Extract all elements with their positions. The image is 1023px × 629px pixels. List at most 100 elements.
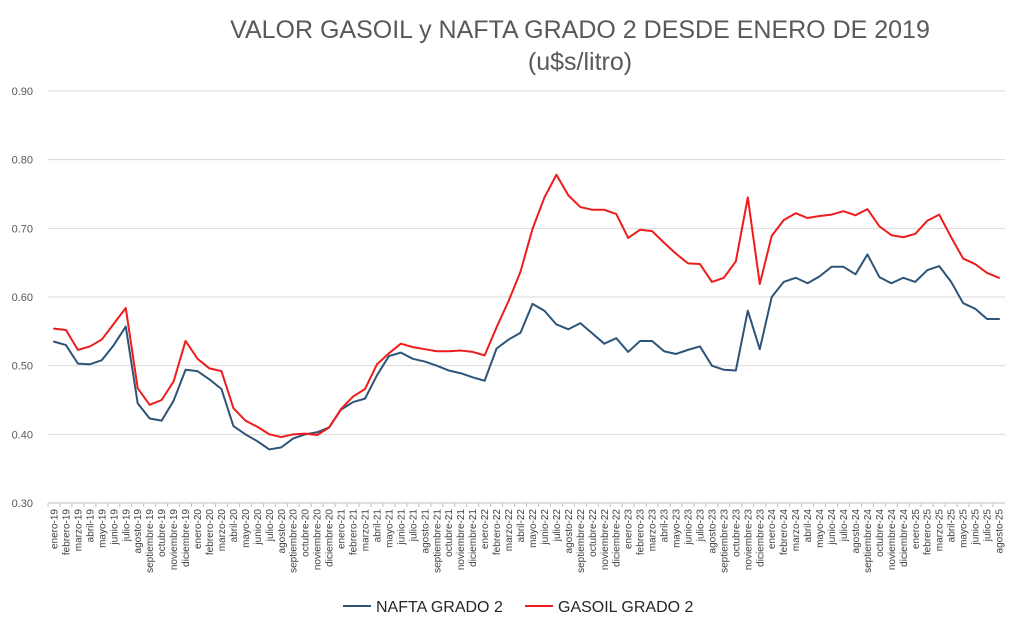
x-tick-label: marzo-23 (648, 509, 659, 552)
data-point (496, 348, 498, 350)
x-tick-label: abril-23 (660, 509, 671, 543)
x-tick-label: agosto-21 (420, 509, 431, 554)
data-point (807, 282, 809, 284)
data-point (412, 346, 414, 348)
x-tick-label: mayo-19 (97, 509, 108, 548)
x-tick-label: marzo-22 (504, 509, 515, 552)
x-tick-label: julio-24 (839, 509, 850, 543)
data-point (208, 378, 210, 380)
data-point (723, 369, 725, 371)
data-point (771, 235, 773, 237)
data-point (579, 322, 581, 324)
legend-label: NAFTA GRADO 2 (376, 599, 503, 616)
data-point (125, 307, 127, 309)
x-tick-label: julio-25 (983, 509, 994, 543)
data-point (400, 343, 402, 345)
data-point (436, 350, 438, 352)
data-point (687, 262, 689, 264)
data-point (304, 433, 306, 435)
data-point (735, 369, 737, 371)
y-tick-label: 0.90 (12, 86, 33, 98)
y-tick-label: 0.60 (12, 292, 33, 304)
x-tick-label: mayo-20 (241, 509, 252, 548)
data-point (651, 340, 653, 342)
data-point (771, 296, 773, 298)
data-point (759, 348, 761, 350)
data-point (376, 374, 378, 376)
data-point (316, 431, 318, 433)
data-point (268, 433, 270, 435)
data-point (77, 349, 79, 351)
x-tick-label: octubre-20 (301, 509, 312, 557)
x-axis-ticks: enero-19 febrero-19 marzo-19 abril-19 mayo-1… (47, 503, 1006, 573)
data-point (711, 281, 713, 283)
x-tick-label: marzo-19 (73, 509, 84, 552)
data-point (902, 277, 904, 279)
data-point (65, 329, 67, 331)
x-tick-label: noviembre-24 (887, 509, 898, 571)
x-tick-label: octubre-23 (731, 509, 742, 557)
data-point (101, 339, 103, 341)
data-point (687, 349, 689, 351)
data-point (484, 354, 486, 356)
x-tick-label: agosto-23 (707, 509, 718, 554)
data-point (711, 365, 713, 367)
x-tick-label: marzo-24 (791, 509, 802, 552)
data-point (890, 282, 892, 284)
x-tick-label: febrero-19 (61, 509, 72, 556)
data-point (232, 425, 234, 427)
data-point (460, 350, 462, 352)
data-point (89, 345, 91, 347)
data-point (699, 345, 701, 347)
data-point (340, 408, 342, 410)
x-tick-label: mayo-25 (959, 509, 970, 548)
chart-title: VALOR GASOIL y NAFTA GRADO 2 DESDE ENERO… (230, 16, 930, 44)
x-tick-label: diciembre-20 (325, 509, 336, 567)
data-point (424, 348, 426, 350)
data-point (938, 214, 940, 216)
legend: NAFTA GRADO 2 GASOIL GRADO 2 (343, 599, 694, 616)
x-tick-label: octubre-22 (588, 509, 599, 557)
data-point (125, 326, 127, 328)
x-tick-label: julio-22 (552, 509, 563, 543)
data-point (675, 253, 677, 255)
data-point (950, 281, 952, 283)
data-point (173, 400, 175, 402)
data-point (807, 217, 809, 219)
data-point (352, 396, 354, 398)
data-point (603, 209, 605, 211)
x-tick-label: noviembre-19 (169, 509, 180, 571)
y-tick-label: 0.50 (12, 361, 33, 373)
data-point (113, 323, 115, 325)
data-point (220, 388, 222, 390)
data-point (220, 370, 222, 372)
data-point (543, 310, 545, 312)
data-point (53, 328, 55, 330)
x-tick-label: septiembre-23 (719, 509, 730, 573)
x-tick-label: octubre-21 (444, 509, 455, 557)
data-point (364, 388, 366, 390)
data-point (878, 276, 880, 278)
data-point (149, 404, 151, 406)
data-point (292, 437, 294, 439)
data-point (531, 303, 533, 305)
data-point (675, 353, 677, 355)
data-point (53, 341, 55, 343)
x-tick-label: mayo-21 (384, 509, 395, 548)
x-tick-label: abril-20 (229, 509, 240, 543)
data-point (244, 433, 246, 435)
x-tick-label: octubre-24 (875, 509, 886, 557)
x-tick-label: diciembre-23 (755, 509, 766, 567)
x-tick-label: marzo-21 (361, 509, 372, 552)
x-tick-label: agosto-25 (995, 509, 1006, 554)
data-point (520, 332, 522, 334)
data-point (735, 260, 737, 262)
data-point (173, 380, 175, 382)
data-point (615, 213, 617, 215)
x-tick-label: agosto-19 (133, 509, 144, 554)
data-point (185, 340, 187, 342)
data-point (986, 272, 988, 274)
data-point (663, 242, 665, 244)
data-point (448, 369, 450, 371)
data-point (603, 343, 605, 345)
